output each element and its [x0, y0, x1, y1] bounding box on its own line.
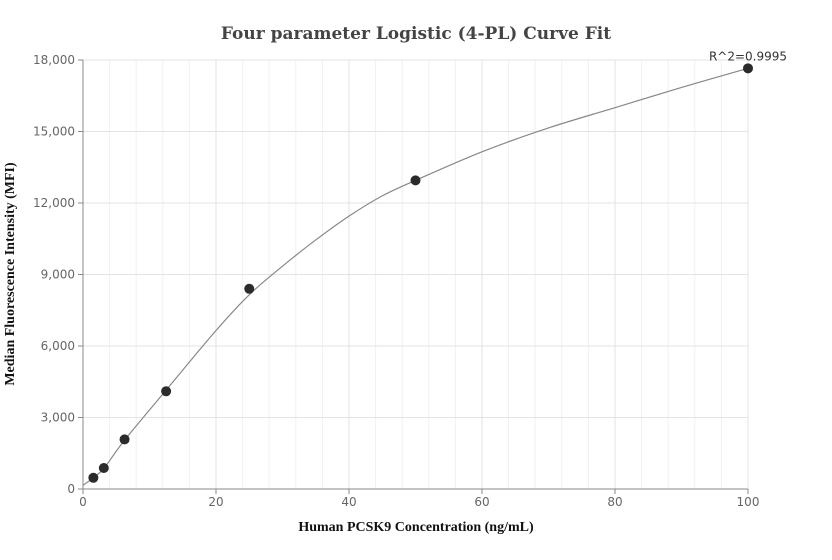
data-point: [98, 463, 109, 474]
y-tick-label: 3,000: [41, 411, 75, 425]
y-tick-label: 12,000: [33, 196, 75, 210]
r-squared-annotation: R^2=0.9995: [709, 49, 787, 63]
x-axis-ticks: 0 20 40 60 80 100: [79, 489, 759, 509]
x-axis-title: Human PCSK9 Concentration (ng/mL): [298, 520, 534, 535]
data-point: [244, 283, 255, 294]
x-tick-label: 80: [607, 495, 622, 509]
y-tick-label: 15,000: [33, 125, 75, 139]
y-tick-label: 18,000: [33, 53, 75, 67]
data-point: [88, 472, 99, 483]
x-tick-label: 40: [341, 495, 356, 509]
x-tick-label: 20: [208, 495, 223, 509]
data-point: [410, 175, 421, 186]
data-point: [743, 63, 753, 74]
data-point: [161, 386, 172, 397]
y-axis-title: Median Fluorescence Intensity (MFI): [3, 162, 18, 386]
x-tick-label: 100: [737, 495, 760, 509]
data-point: [119, 434, 130, 445]
y-axis-ticks: 0 3,000 6,000 9,000 12,000 15,000 18,000: [33, 53, 83, 496]
chart-title: Four parameter Logistic (4-PL) Curve Fit: [221, 24, 611, 44]
fit-curve-line: [82, 67, 749, 486]
y-tick-label: 0: [67, 482, 75, 496]
grid: [82, 59, 749, 490]
data-points: [88, 63, 753, 483]
x-tick-label: 0: [79, 495, 87, 509]
y-tick-label: 6,000: [41, 339, 75, 353]
x-tick-label: 60: [474, 495, 489, 509]
y-tick-label: 9,000: [41, 268, 75, 282]
